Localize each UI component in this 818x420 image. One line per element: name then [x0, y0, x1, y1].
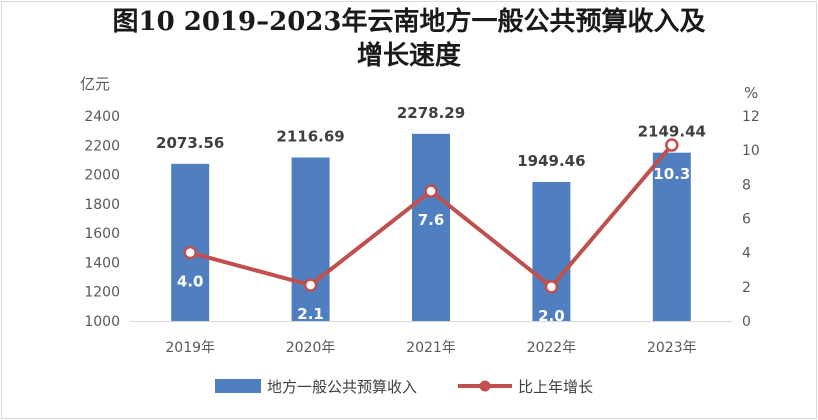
left-tick-label: 2200 [84, 138, 120, 154]
right-tick-label: 4 [742, 246, 751, 262]
growth-point [544, 280, 559, 294]
bar-series [171, 133, 691, 321]
left-tick-label: 2000 [84, 168, 120, 184]
growth-point [303, 278, 318, 292]
growth-point [183, 245, 197, 260]
bar [652, 152, 691, 321]
category-label: 2023年 [647, 340, 697, 356]
bar-value-label: 2149.44 [638, 123, 706, 141]
chart-title-line-2: 增长速度 [356, 41, 461, 71]
growth-value-label: 4.0 [177, 273, 204, 291]
left-tick-label: 1200 [84, 285, 120, 301]
legend-line-marker [479, 380, 491, 392]
bar [412, 133, 450, 321]
growth-value-label: 2.0 [538, 307, 565, 325]
bar-value-label: 1949.46 [517, 152, 585, 170]
growth-point [424, 184, 438, 198]
bar [171, 163, 210, 321]
left-tick-label: 1000 [84, 314, 120, 330]
right-tick-label: 10 [742, 143, 760, 159]
left-tick-label: 1400 [84, 255, 120, 271]
bar [532, 181, 571, 321]
right-axis-ticks: 0 2 4 6 8 10 12 [742, 109, 760, 330]
growth-value-label: 10.3 [653, 165, 690, 183]
category-label: 2021年 [406, 340, 456, 356]
left-tick-label: 1600 [84, 226, 120, 242]
left-axis-ticks: 1000 1200 1400 1600 1800 2000 2200 2400 [84, 109, 120, 330]
right-tick-label: 12 [742, 109, 760, 125]
right-tick-label: 6 [742, 212, 751, 228]
chart-title-line-1: 图10 2019–2023年云南地方一般公共预算收入及 [112, 7, 706, 37]
right-tick-label: 0 [742, 314, 751, 330]
legend-line-label: 比上年增长 [518, 378, 593, 396]
category-label: 2020年 [286, 340, 336, 356]
bar-value-label: 2278.29 [397, 104, 465, 122]
right-axis-unit: % [744, 84, 758, 102]
bar-value-labels: 2073.56 2116.69 2278.29 1949.46 2149.44 [156, 104, 706, 170]
bar-value-label: 2073.56 [156, 134, 224, 152]
right-tick-label: 8 [742, 177, 751, 193]
category-labels: 2019年 2020年 2021年 2022年 2023年 [165, 340, 696, 356]
bar-value-label: 2116.69 [276, 127, 344, 145]
legend-bar-swatch [215, 379, 261, 393]
legend-bar-label: 地方一般公共预算收入 [267, 378, 417, 396]
left-axis-unit: 亿元 [80, 75, 110, 93]
growth-line-series: 4.0 2.1 7.6 2.0 10.3 [177, 138, 690, 325]
bar [291, 157, 330, 321]
category-label: 2022年 [527, 340, 577, 356]
growth-value-label: 2.1 [297, 305, 324, 323]
category-label: 2019年 [165, 340, 215, 356]
left-tick-label: 2400 [84, 109, 120, 125]
legend: 地方一般公共预算收入 比上年增长 [215, 378, 593, 396]
growth-value-label: 7.6 [418, 211, 445, 229]
left-tick-label: 1800 [84, 197, 120, 213]
growth-point [665, 138, 679, 152]
right-tick-label: 2 [742, 280, 751, 296]
